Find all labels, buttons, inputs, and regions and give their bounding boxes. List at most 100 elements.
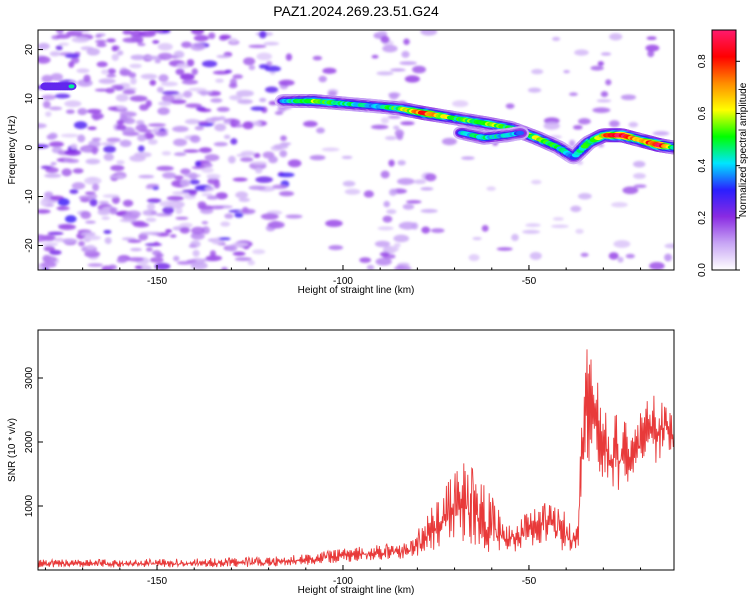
noise-blob — [105, 87, 115, 94]
spectrogram-x-label: Height of straight line (km) — [298, 285, 415, 296]
noise-blob — [161, 151, 172, 156]
noise-blob — [374, 240, 391, 248]
noise-blob — [568, 92, 578, 96]
noise-blob — [127, 239, 142, 243]
noise-blob — [111, 53, 119, 61]
noise-blob — [106, 38, 116, 43]
snr-x-label: Height of straight line (km) — [298, 585, 415, 596]
noise-blob — [280, 135, 287, 142]
noise-blob — [386, 209, 397, 215]
noise-blob — [481, 225, 489, 232]
noise-blob — [38, 234, 48, 242]
noise-blob — [511, 233, 519, 242]
noise-blob — [153, 241, 160, 246]
noise-blob — [115, 124, 127, 131]
noise-blob — [76, 68, 90, 74]
noise-blob — [94, 39, 107, 44]
main-ridge — [274, 94, 674, 165]
noise-blob — [255, 176, 273, 183]
noise-blob — [424, 173, 437, 182]
noise-blob — [240, 157, 254, 162]
noise-blob — [198, 108, 212, 113]
spectrogram-x-ticks: -150 -100 -50 — [44, 265, 642, 287]
noise-blob — [73, 121, 88, 130]
noise-blob — [103, 229, 112, 234]
noise-blob — [388, 188, 397, 196]
noise-blob — [176, 261, 193, 265]
noise-blob — [224, 213, 234, 219]
colorbar-gradient — [711, 29, 737, 271]
noise-blob — [101, 69, 109, 75]
noise-blob — [628, 121, 639, 128]
ridge-mark — [670, 145, 674, 150]
noise-blob — [64, 215, 77, 223]
noise-blob — [135, 124, 148, 132]
noise-blob — [84, 176, 102, 185]
noise-blob — [263, 41, 280, 46]
noise-blob — [175, 206, 183, 215]
noise-blob — [106, 137, 121, 143]
noise-blob — [189, 135, 201, 143]
noise-blob — [158, 101, 172, 106]
noise-blob — [452, 100, 469, 108]
noise-blob — [130, 77, 137, 85]
noise-blob — [199, 147, 212, 153]
noise-blob — [154, 59, 161, 64]
noise-blob — [190, 261, 208, 270]
y-tick-label: 2000 — [24, 430, 35, 453]
noise-blob — [87, 126, 97, 130]
noise-blob — [183, 90, 193, 98]
noise-blob — [264, 86, 279, 93]
noise-blob — [201, 167, 214, 173]
noise-blob — [397, 177, 415, 185]
noise-blob — [48, 132, 58, 140]
noise-blob — [159, 200, 178, 208]
noise-blob — [129, 95, 148, 102]
noise-blob — [273, 143, 289, 150]
noise-blob — [380, 117, 389, 124]
noise-blob — [41, 94, 56, 101]
noise-blob — [645, 44, 660, 52]
noise-blob — [61, 168, 72, 177]
noise-blob — [91, 146, 98, 155]
noise-blob — [38, 209, 51, 214]
noise-blob — [180, 179, 191, 187]
noise-blob — [278, 79, 295, 86]
noise-blob — [58, 42, 70, 46]
noise-blob — [252, 249, 266, 255]
noise-blob — [375, 257, 392, 266]
noise-blob — [377, 226, 394, 231]
noise-blob — [135, 120, 145, 125]
noise-blob — [285, 214, 303, 219]
noise-blob — [147, 139, 158, 145]
noise-blob — [412, 65, 427, 74]
noise-blob — [370, 124, 389, 130]
x-tick-label: -50 — [522, 276, 537, 287]
noise-blob — [181, 79, 199, 85]
y-tick-label: -10 — [24, 189, 35, 204]
noise-blob — [278, 190, 295, 197]
noise-blob — [64, 149, 82, 156]
noise-blob — [149, 79, 157, 86]
noise-blob — [608, 252, 619, 260]
noise-blob — [204, 154, 220, 162]
noise-blob — [228, 155, 236, 164]
noise-blob — [241, 206, 249, 214]
noise-blob — [176, 63, 191, 69]
noise-blob — [102, 194, 120, 198]
noise-blob — [327, 90, 338, 97]
noise-blob — [165, 229, 173, 233]
noise-blob — [216, 54, 231, 59]
noise-blob — [109, 175, 125, 179]
noise-blob — [277, 172, 295, 178]
noise-blob — [188, 87, 207, 92]
noise-blob — [49, 249, 62, 256]
noise-blob — [303, 120, 318, 128]
noise-blob — [91, 137, 101, 142]
noise-blob — [179, 222, 193, 228]
y-tick-label: 20 — [24, 44, 35, 56]
noise-blob — [94, 88, 109, 92]
noise-blob — [92, 183, 100, 192]
noise-blob — [146, 198, 162, 204]
